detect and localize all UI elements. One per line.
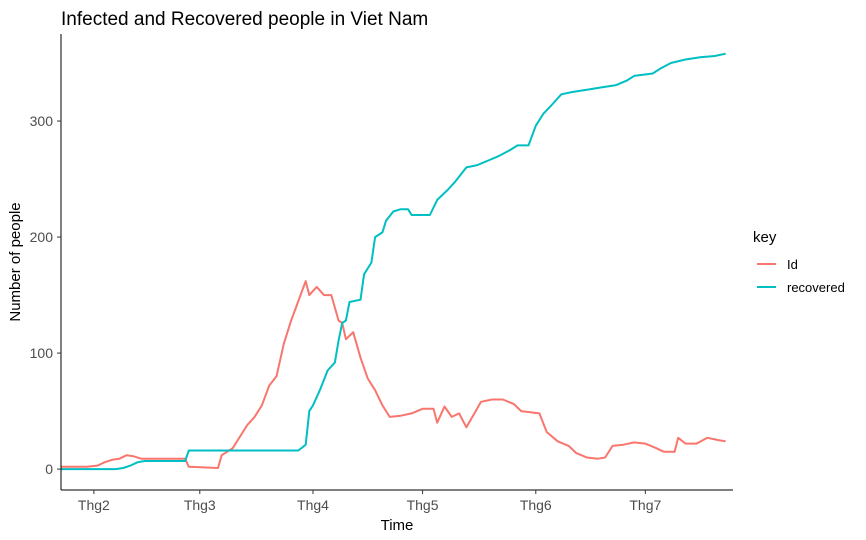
y-tick-label: 200 (30, 229, 54, 245)
legend: key Id recovered (753, 229, 845, 295)
y-axis-ticks: 0 100 200 300 (30, 113, 61, 477)
x-axis-title: Time (381, 517, 414, 534)
y-axis-title: Number of people (7, 202, 24, 321)
series-lines (61, 52, 726, 471)
x-tick-label: Thg6 (520, 497, 552, 513)
y-tick-label: 300 (30, 113, 54, 129)
series-line-id (61, 280, 726, 469)
legend-label-recovered: recovered (787, 280, 845, 295)
chart-title: Infected and Recovered people in Viet Na… (61, 9, 428, 30)
x-tick-label: Thg5 (407, 497, 439, 513)
legend-title: key (753, 229, 777, 246)
x-tick-label: Thg4 (297, 497, 329, 513)
y-tick-label: 0 (45, 461, 53, 477)
x-axis-ticks: Thg2 Thg3 Thg4 Thg5 Thg6 Thg7 (78, 490, 662, 513)
series-line-recovered (61, 52, 726, 471)
x-tick-label: Thg3 (184, 497, 216, 513)
legend-label-id: Id (787, 257, 798, 272)
legend-items: Id recovered (757, 257, 845, 295)
plot-area: 0 100 200 300 Thg2 Thg3 Thg4 Thg5 Thg6 Thg7 (30, 34, 733, 513)
x-tick-label: Thg2 (78, 497, 110, 513)
y-tick-label: 100 (30, 345, 54, 361)
x-tick-label: Thg7 (629, 497, 661, 513)
